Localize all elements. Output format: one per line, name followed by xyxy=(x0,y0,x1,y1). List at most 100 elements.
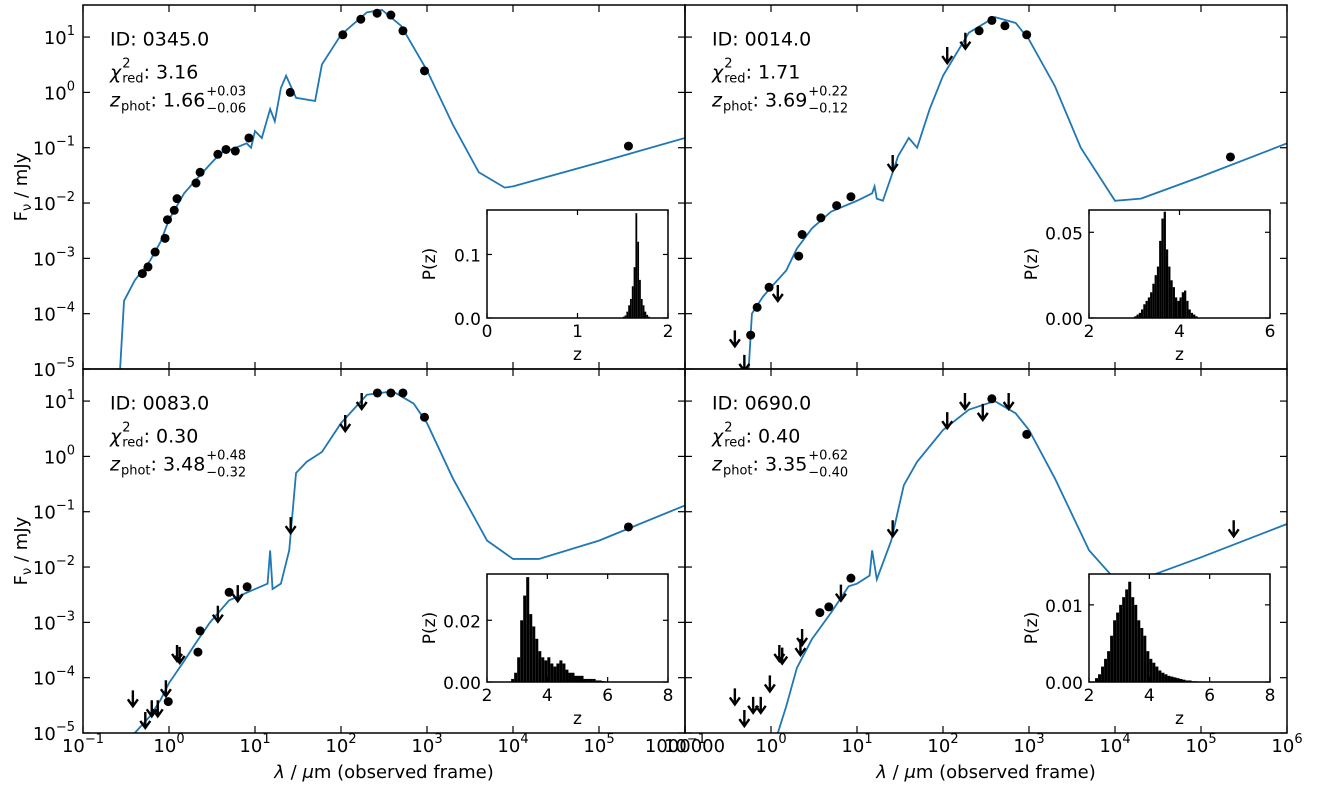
tick-label: 10−1 xyxy=(33,134,75,160)
y-label-symbol: F xyxy=(11,211,32,221)
upper-limit xyxy=(754,696,767,715)
photometry-point xyxy=(987,394,997,404)
plot-area xyxy=(119,8,685,369)
histogram-bar xyxy=(571,672,575,682)
histogram-bar xyxy=(511,678,515,682)
histogram-bar xyxy=(1181,292,1185,318)
histogram-bar xyxy=(1195,316,1198,318)
tick-label-exponent: 4 xyxy=(1122,732,1130,747)
histogram-bar xyxy=(595,680,599,682)
tick-label: 4 xyxy=(1144,686,1155,706)
z-symbol: z xyxy=(109,454,121,476)
tick-label-exponent: 1 xyxy=(864,732,872,747)
histogram-bar xyxy=(1149,658,1153,682)
inset: 2 4 6 8 0.00 0.01 z P(z) xyxy=(1022,573,1275,729)
tick-label: 100 xyxy=(153,732,184,758)
tick-label: 10−5 xyxy=(33,356,75,382)
photometry-point xyxy=(143,262,153,272)
chi-value: : 3.16 xyxy=(144,62,199,84)
tick-label: 104 xyxy=(497,732,528,758)
tick-label-exponent: 0 xyxy=(67,443,75,458)
tick-label: 100 xyxy=(44,443,75,469)
upper-limit xyxy=(284,517,297,536)
histogram-bar xyxy=(1136,314,1139,318)
x-label-part: λ xyxy=(273,762,285,783)
histogram-bar xyxy=(1101,666,1105,682)
y-label-subscript: ν xyxy=(20,568,35,575)
tick-label: 100 xyxy=(44,79,75,105)
upper-limit xyxy=(776,647,789,666)
histogram-bar xyxy=(637,241,640,318)
inset-frame xyxy=(486,573,669,683)
histogram-bar xyxy=(1146,651,1150,682)
photometry-point xyxy=(794,251,804,261)
photometry-point xyxy=(195,626,205,636)
photometry-point xyxy=(398,388,408,398)
tick-label-base: 10 xyxy=(33,249,56,270)
photometry-point xyxy=(746,330,756,340)
tick-label: 0.05 xyxy=(1045,224,1083,244)
histogram-bar xyxy=(517,657,521,682)
upper-limit xyxy=(738,710,751,729)
tick-label: 0.00 xyxy=(1045,674,1083,694)
tick-label: 10−2 xyxy=(33,190,75,216)
inset-frame xyxy=(486,209,669,319)
histogram-bar xyxy=(1188,680,1192,682)
tick-label: 4 xyxy=(1174,322,1185,342)
histogram xyxy=(1134,211,1198,318)
tick-label-base: 10 xyxy=(153,736,176,757)
histogram-bar xyxy=(520,620,524,682)
tick-label-exponent: −1 xyxy=(85,732,104,747)
histogram-bar xyxy=(562,663,566,682)
histogram-bar xyxy=(1143,304,1146,318)
histogram-bar xyxy=(514,672,518,682)
x-label-part: λ xyxy=(875,762,887,783)
tick-label-base: 10 xyxy=(497,736,520,757)
chi-subscript: red xyxy=(122,436,143,451)
histogram-bar xyxy=(1152,283,1155,318)
inset: 2 4 6 0.00 0.05 z P(z) xyxy=(1022,209,1275,365)
z-value: : 3.48 xyxy=(151,454,206,476)
tick-label-exponent: −5 xyxy=(56,720,75,735)
tick-label: 101 xyxy=(44,388,75,414)
histogram-bar xyxy=(1125,589,1129,682)
upper-limit xyxy=(139,711,152,731)
upper-limit xyxy=(959,32,972,51)
tick-label: 104 xyxy=(1099,732,1130,758)
histogram-bar xyxy=(541,657,545,682)
x-label-part: μ xyxy=(903,762,915,783)
tick-label-base: 10 xyxy=(583,736,606,757)
tick-label: 0.0 xyxy=(454,310,481,330)
inset-x-label: z xyxy=(573,345,582,365)
photometry-point xyxy=(386,388,396,398)
upper-limit xyxy=(339,415,352,434)
tick-label-base: 10 xyxy=(33,305,56,326)
histogram-bar xyxy=(631,286,634,318)
upper-limit xyxy=(211,605,224,624)
histogram xyxy=(1095,581,1198,682)
inset-y-label: P(z) xyxy=(1022,248,1042,280)
histogram-bar xyxy=(1140,628,1144,682)
photometry-point xyxy=(169,205,179,215)
photometry-point xyxy=(137,269,147,279)
inset-frame xyxy=(1088,209,1271,319)
photometry-point xyxy=(1225,152,1235,162)
photometry-point xyxy=(623,141,633,151)
y-axis-label: Fν / mJy xyxy=(11,516,35,585)
tick-label-base: 0.0 xyxy=(454,310,481,330)
histogram-bar xyxy=(1185,680,1189,682)
chi-subscript: red xyxy=(724,72,745,87)
chi-subscript: red xyxy=(724,436,745,451)
histogram-bar xyxy=(1173,677,1177,682)
histogram-bar xyxy=(1110,635,1114,682)
tick-label-exponent: 0 xyxy=(67,79,75,94)
tick-label-exponent: −4 xyxy=(56,664,75,679)
histogram-bar xyxy=(1119,604,1123,682)
x-axis-label: λ / μm (observed frame) xyxy=(875,762,1095,783)
histogram-bar xyxy=(523,595,527,682)
histogram-bar xyxy=(1177,300,1180,318)
tick-label-base: 0.00 xyxy=(443,674,481,694)
histogram-bar xyxy=(574,675,578,682)
histogram-bar xyxy=(1134,316,1137,318)
upper-limit xyxy=(886,154,899,174)
